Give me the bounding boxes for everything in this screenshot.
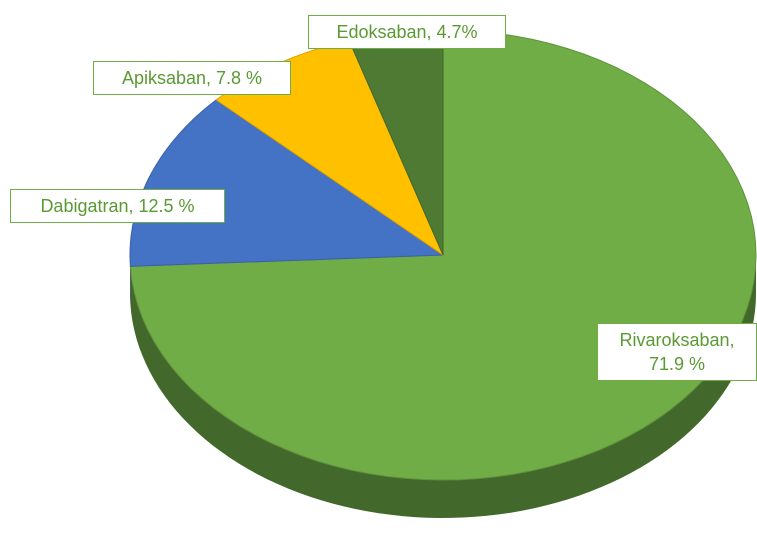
data-label: Dabigatran, 12.5 %: [10, 189, 225, 223]
data-label: Apiksaban, 7.8 %: [93, 61, 291, 95]
data-label: Edoksaban, 4.7%: [308, 15, 506, 49]
slice-side: [130, 255, 756, 518]
slice: [129, 99, 445, 267]
data-label: Rivaroksaban, 71.9 %: [597, 323, 757, 381]
